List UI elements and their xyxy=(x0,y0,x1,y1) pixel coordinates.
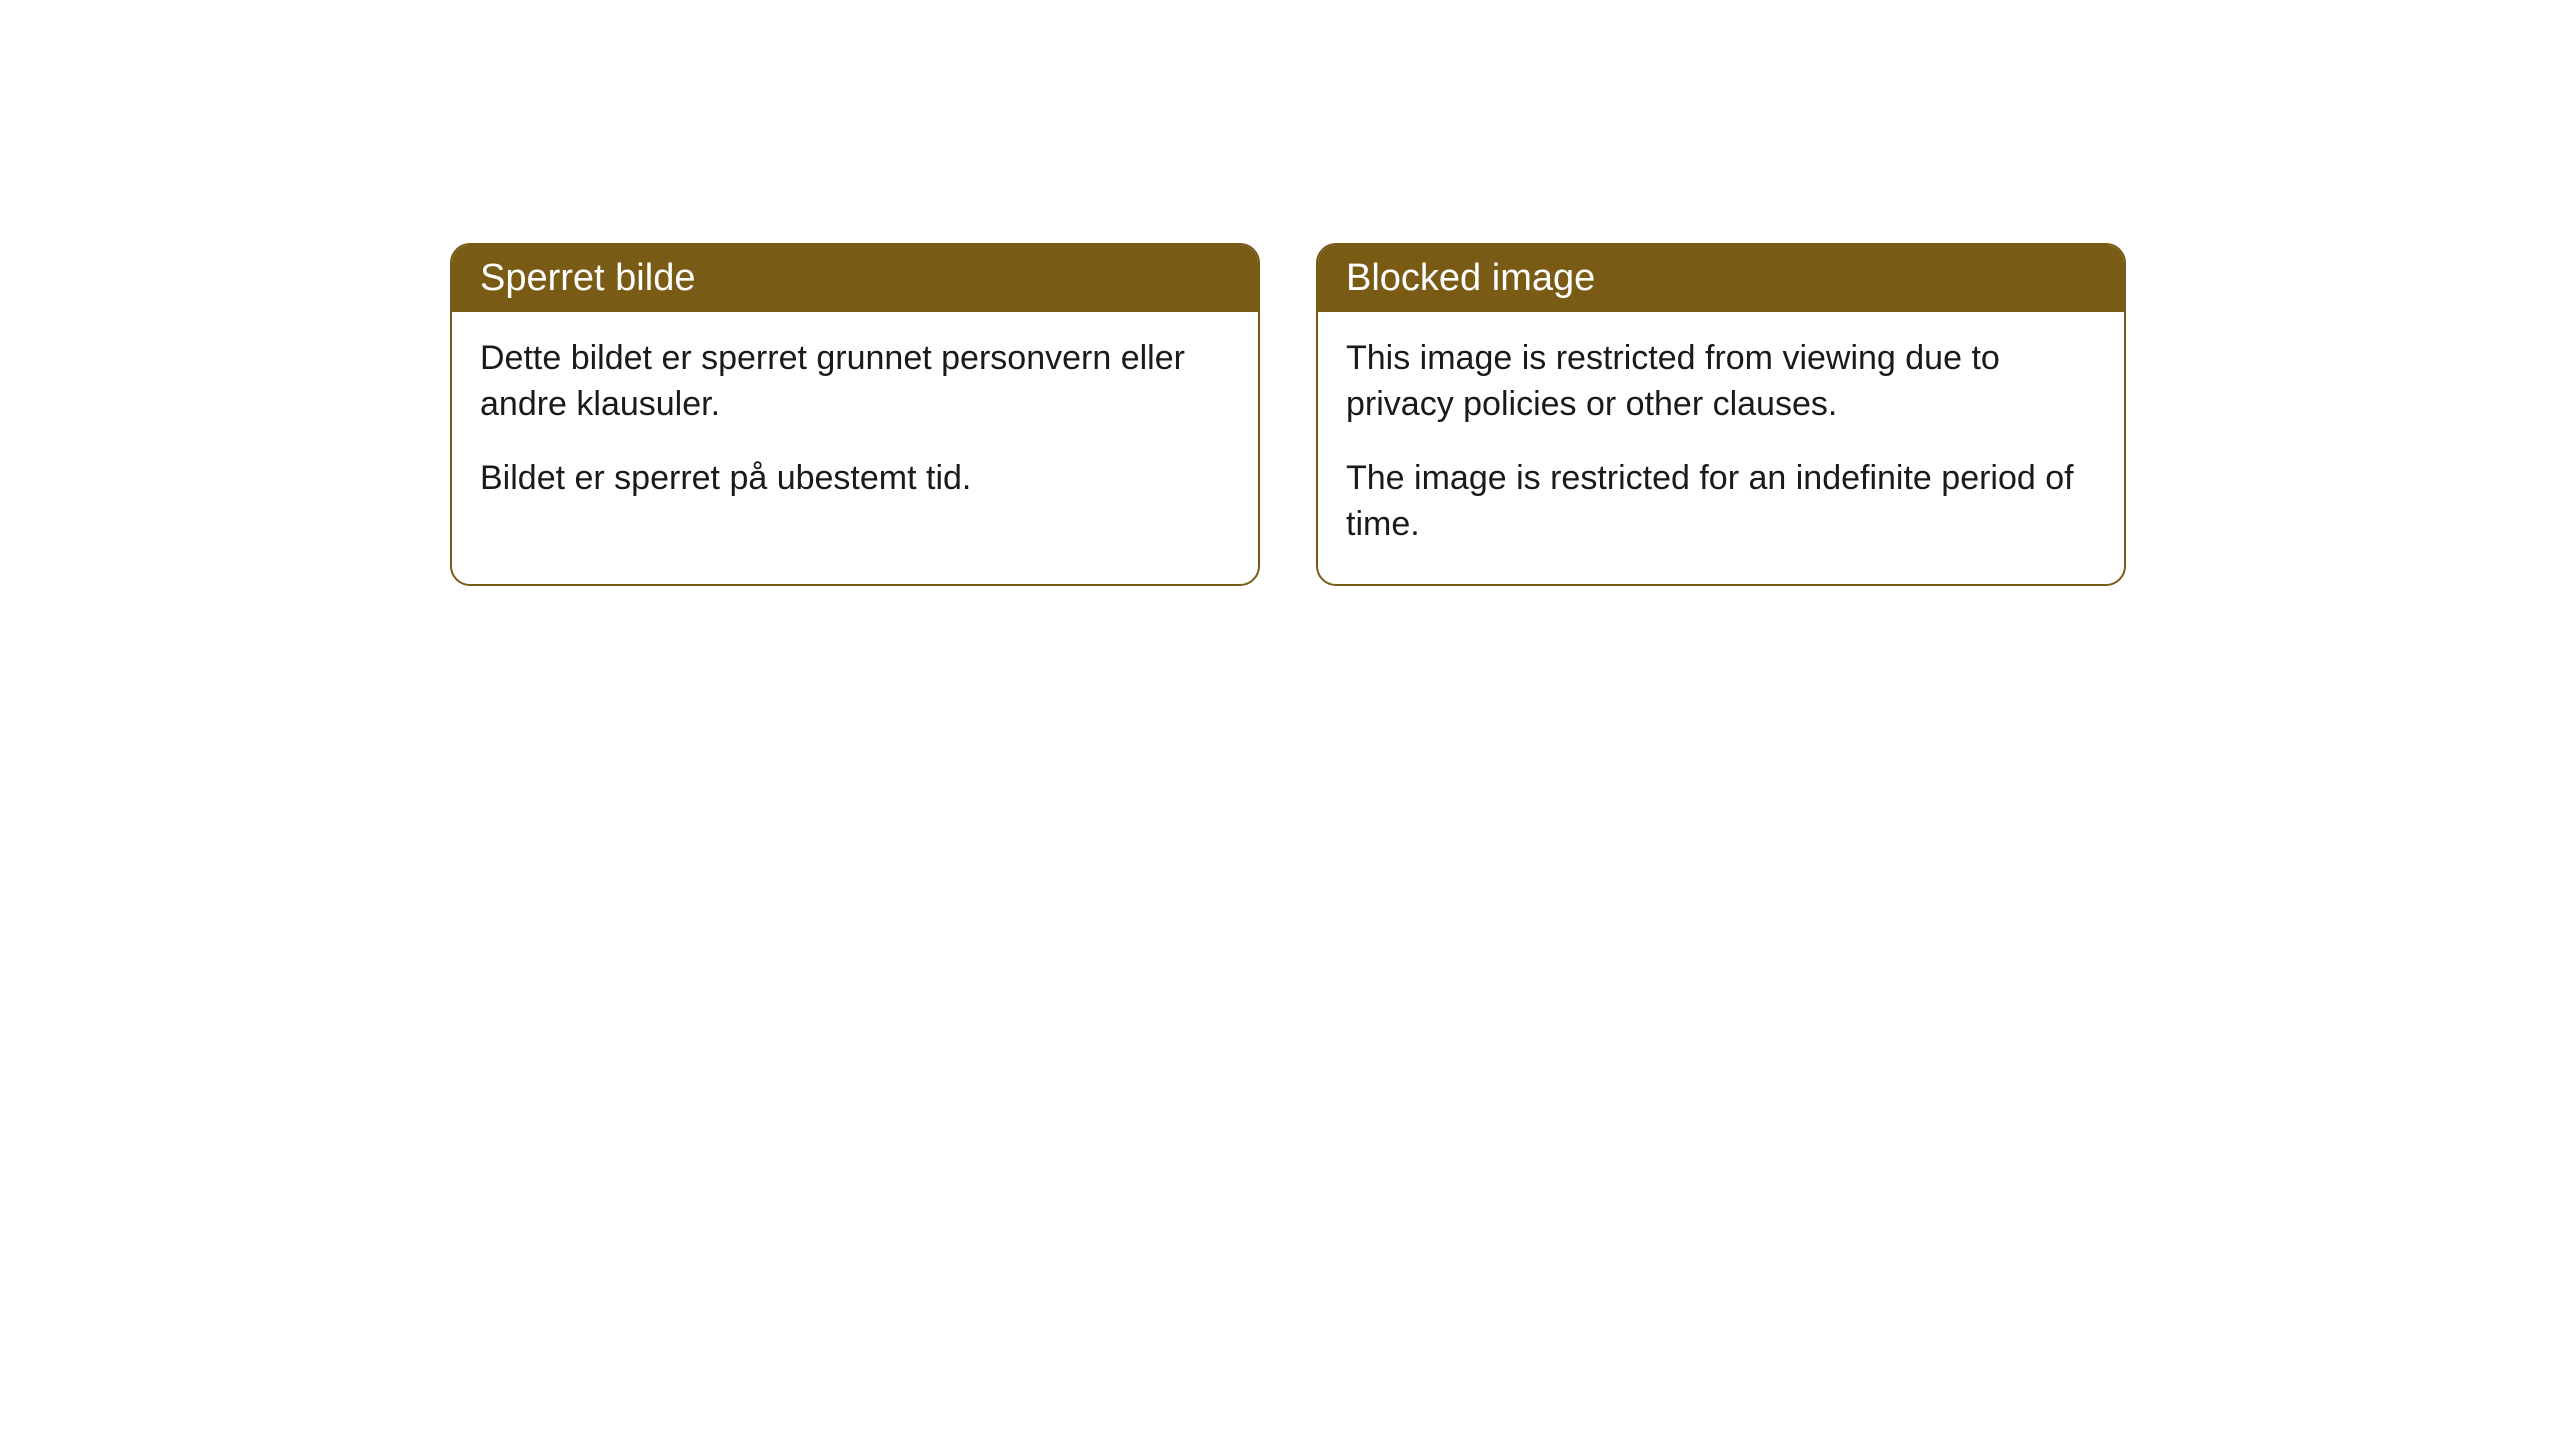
card-title-en: Blocked image xyxy=(1346,257,1595,299)
card-header-en: Blocked image xyxy=(1318,245,2124,312)
blocked-image-notice-no: Sperret bilde Dette bildet er sperret gr… xyxy=(450,243,1260,586)
card-paragraph1-en: This image is restricted from viewing du… xyxy=(1346,336,2096,428)
card-header-no: Sperret bilde xyxy=(452,245,1258,312)
notice-cards-container: Sperret bilde Dette bildet er sperret gr… xyxy=(450,243,2126,586)
card-body-en: This image is restricted from viewing du… xyxy=(1318,312,2124,584)
card-paragraph2-en: The image is restricted for an indefinit… xyxy=(1346,456,2096,548)
card-paragraph2-no: Bildet er sperret på ubestemt tid. xyxy=(480,456,1230,502)
card-title-no: Sperret bilde xyxy=(480,257,695,299)
card-paragraph1-no: Dette bildet er sperret grunnet personve… xyxy=(480,336,1230,428)
blocked-image-notice-en: Blocked image This image is restricted f… xyxy=(1316,243,2126,586)
card-body-no: Dette bildet er sperret grunnet personve… xyxy=(452,312,1258,538)
